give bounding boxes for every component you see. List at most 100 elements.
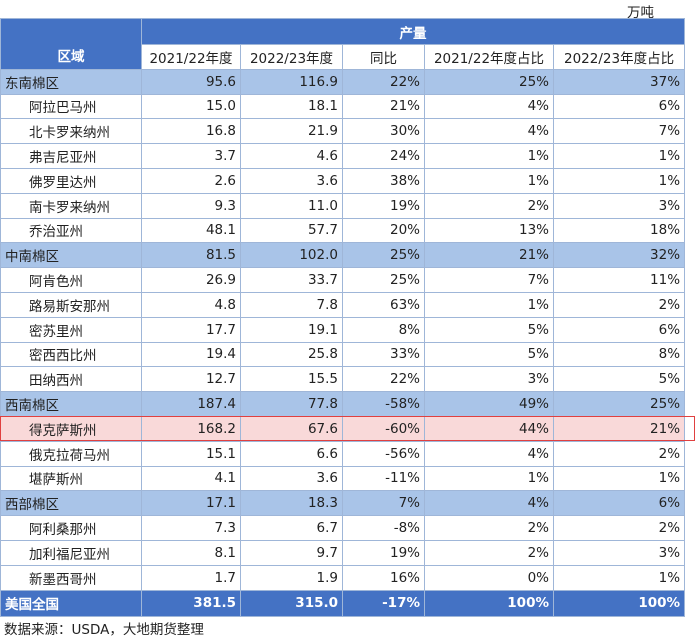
cell: 17.1 [141, 490, 241, 517]
table-row: 西部棉区 17.1 18.3 7% 4% 6% [0, 490, 686, 517]
column-header: 2022/23年度占比 [552, 44, 686, 70]
table-row: 阿肯色州 26.9 33.7 25% 7% 11% [0, 267, 686, 293]
table-row: 堪萨斯州 4.1 3.6 -11% 1% 1% [0, 465, 686, 492]
cell: 4% [424, 118, 554, 145]
table-row: 密西西比州 19.4 25.8 33% 5% 8% [0, 341, 686, 368]
table-row: 新墨西哥州 1.7 1.9 16% 0% 1% [0, 564, 686, 591]
cell: 44% [424, 415, 554, 442]
cell: 5% [424, 316, 554, 343]
cell: 187.4 [141, 391, 241, 417]
cell: 8% [342, 316, 425, 343]
cell: 18.1 [240, 93, 343, 120]
cell: 38% [342, 167, 425, 194]
row-name: 西部棉区 [0, 490, 142, 517]
cell: 32% [552, 242, 686, 269]
cell: 21.9 [240, 118, 343, 145]
cell: 57.7 [240, 217, 343, 244]
cell: 3.6 [240, 167, 343, 194]
cell: 21% [424, 242, 554, 269]
cell: 7% [552, 118, 686, 145]
source-note: 数据来源：USDA，大地期货整理 [4, 622, 204, 638]
cell: 6% [552, 93, 686, 120]
row-name: 俄克拉荷马州 [0, 440, 142, 467]
table-row: 阿拉巴马州 15.0 18.1 21% 4% 6% [0, 93, 686, 120]
cell: 25% [342, 242, 425, 269]
cell: -17% [342, 589, 425, 617]
cell: 3% [424, 366, 554, 393]
cell: 0% [424, 564, 554, 591]
table-row: 南卡罗来纳州 9.3 11.0 19% 2% 3% [0, 192, 686, 219]
table-wrap: 区域 产量 2021/22年度 2022/23年度 同比 2021/22年度占比 202… [0, 18, 695, 617]
cell: 18% [552, 217, 686, 244]
cell: 100% [424, 589, 554, 617]
cell: 1% [552, 143, 686, 169]
cell: 8.1 [141, 539, 241, 566]
cell: 2% [552, 515, 686, 541]
cell: 15.5 [240, 366, 343, 393]
row-name: 美国全国 [0, 589, 142, 617]
table-row: 密苏里州 17.7 19.1 8% 5% 6% [0, 316, 686, 343]
cell: 3% [552, 192, 686, 219]
cell: 15.0 [141, 93, 241, 120]
cell: 168.2 [141, 415, 241, 442]
row-name: 中南棉区 [0, 242, 142, 269]
row-name: 乔治亚州 [0, 217, 142, 244]
cell: 4% [424, 490, 554, 517]
cell: 4.8 [141, 291, 241, 318]
cell: 3.6 [240, 465, 343, 492]
cell: 7.3 [141, 515, 241, 541]
cell: 2% [424, 539, 554, 566]
row-name: 加利福尼亚州 [0, 539, 142, 566]
cell: -60% [342, 415, 425, 442]
table-row: 东南棉区 95.6 116.9 22% 25% 37% [0, 68, 686, 95]
cell: 63% [342, 291, 425, 318]
cell: 5% [552, 366, 686, 393]
cell: 1% [552, 564, 686, 591]
column-header: 2022/23年度 [240, 44, 343, 70]
cell: 7% [342, 490, 425, 517]
cell: 22% [342, 366, 425, 393]
cell: 3% [552, 539, 686, 566]
row-name: 阿肯色州 [0, 267, 142, 293]
cell: 1.7 [141, 564, 241, 591]
cell: 4% [424, 440, 554, 467]
cell: 6.6 [240, 440, 343, 467]
cell: 19% [342, 192, 425, 219]
area-header: 区域 [0, 18, 142, 70]
cell: 3.7 [141, 143, 241, 169]
row-name: 阿利桑那州 [0, 515, 142, 541]
table-row: 佛罗里达州 2.6 3.6 38% 1% 1% [0, 167, 686, 194]
table-row: 北卡罗来纳州 16.8 21.9 30% 4% 7% [0, 118, 686, 145]
row-name: 佛罗里达州 [0, 167, 142, 194]
cell: 2% [552, 440, 686, 467]
row-name: 密苏里州 [0, 316, 142, 343]
cell: -8% [342, 515, 425, 541]
cell: 17.7 [141, 316, 241, 343]
row-name: 东南棉区 [0, 68, 142, 95]
cell: 77.8 [240, 391, 343, 417]
cell: 7% [424, 267, 554, 293]
column-header: 2021/22年度 [141, 44, 241, 70]
cell: -56% [342, 440, 425, 467]
cell: 6% [552, 490, 686, 517]
row-name: 堪萨斯州 [0, 465, 142, 492]
cell: 19% [342, 539, 425, 566]
table-row: 美国全国 381.5 315.0 -17% 100% 100% [0, 589, 686, 617]
cell: 2% [424, 192, 554, 219]
cell: 4% [424, 93, 554, 120]
cell: 1.9 [240, 564, 343, 591]
row-name: 新墨西哥州 [0, 564, 142, 591]
row-name: 弗吉尼亚州 [0, 143, 142, 169]
cell: 2.6 [141, 167, 241, 194]
cell: 25% [342, 267, 425, 293]
table-row: 中南棉区 81.5 102.0 25% 21% 32% [0, 242, 686, 269]
cell: 25% [552, 391, 686, 417]
row-name: 阿拉巴马州 [0, 93, 142, 120]
cell: 33.7 [240, 267, 343, 293]
cell: 6% [552, 316, 686, 343]
cell: 30% [342, 118, 425, 145]
cell: 37% [552, 68, 686, 95]
row-name: 南卡罗来纳州 [0, 192, 142, 219]
cell: 11% [552, 267, 686, 293]
cell: 25% [424, 68, 554, 95]
